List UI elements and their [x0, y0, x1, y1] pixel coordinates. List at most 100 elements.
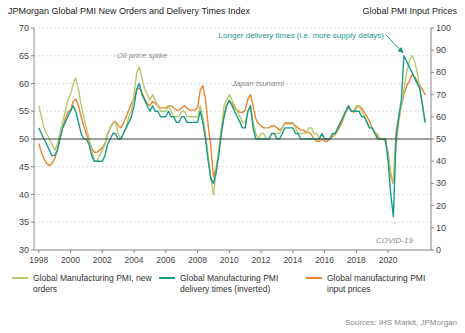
legend-label: Global manufacturing PMIinput prices: [327, 273, 425, 294]
legend-label-line: delivery times (inverted): [180, 284, 270, 294]
x-axis-line: [34, 250, 431, 251]
x-tick-label: 2016: [315, 255, 334, 265]
grid-line: [34, 55, 431, 56]
chart: 3035404550556065700102030405060708090100…: [0, 0, 465, 333]
x-tick-label: 2002: [93, 255, 112, 265]
legend-label-line: input prices: [327, 284, 370, 294]
axes: 3035404550556065700102030405060708090100…: [19, 23, 451, 265]
y2-tick-label: 10: [436, 223, 446, 233]
y2-tick-label: 60: [436, 112, 446, 122]
series-line: [39, 56, 425, 217]
y2-tick: [431, 250, 434, 251]
reference-line: [34, 139, 431, 140]
legend-label: Global Manufacturing PMI, neworders: [33, 273, 152, 294]
y-tick: [31, 111, 34, 112]
y2-tick-label: 80: [436, 67, 446, 77]
y2-tick: [431, 205, 434, 206]
y-tick-label: 60: [19, 79, 29, 89]
legend-label-line: Global Manufacturing PMI: [180, 273, 278, 283]
y-tick-label: 50: [19, 134, 29, 144]
x-tick: [324, 250, 325, 253]
x-tick: [38, 250, 39, 253]
x-tick: [388, 250, 389, 253]
grid-line: [34, 166, 431, 167]
y-tick: [31, 166, 34, 167]
legend-label-line: Global manufacturing PMI: [327, 273, 425, 283]
y-tick: [31, 222, 34, 223]
legend-swatch: [159, 277, 175, 279]
y-tick-label: 45: [19, 162, 29, 172]
x-tick: [292, 250, 293, 253]
grid-line: [34, 194, 431, 195]
grid-line: [34, 111, 431, 112]
x-tick: [229, 250, 230, 253]
legend-swatch: [12, 277, 28, 279]
y2-tick-label: 100: [436, 23, 451, 33]
y2-tick: [431, 72, 434, 73]
legend-label-line: orders: [33, 284, 57, 294]
annotations: Oil price spike Japan tsunami Longer deliv…: [117, 31, 457, 327]
y2-tick: [431, 94, 434, 95]
right-title: Global PMI Input Prices: [362, 6, 457, 16]
grid: [34, 28, 431, 250]
x-tick-label: 2010: [220, 255, 239, 265]
y-tick: [31, 55, 34, 56]
grid-line: [34, 250, 431, 251]
y2-tick: [431, 227, 434, 228]
y-tick-label: 65: [19, 51, 29, 61]
annotation-arrow: [386, 35, 403, 53]
y2-tick-label: 90: [436, 45, 446, 55]
grid-line: [34, 222, 431, 223]
y2-tick-label: 0: [436, 245, 441, 255]
y2-tick: [431, 28, 434, 29]
y-tick-label: 30: [19, 245, 29, 255]
x-tick: [356, 250, 357, 253]
y-tick: [31, 83, 34, 84]
x-tick-label: 1998: [29, 255, 48, 265]
titles: JPMorgan Global PMI New Orders and Deliv…: [8, 6, 457, 16]
x-tick-label: 2020: [379, 255, 398, 265]
x-tick: [102, 250, 103, 253]
annotation-oil: Oil price spike: [117, 51, 168, 60]
y2-tick: [431, 139, 434, 140]
grid-line: [34, 139, 431, 140]
y-tick-label: 40: [19, 190, 29, 200]
x-tick-label: 2000: [61, 255, 80, 265]
y-tick-label: 70: [19, 23, 29, 33]
x-tick: [134, 250, 135, 253]
grid-line: [34, 28, 431, 29]
source-text: Sources: IHS Markit, JPMorgan: [345, 318, 457, 327]
x-tick: [70, 250, 71, 253]
x-tick-label: 2006: [156, 255, 175, 265]
x-tick-label: 2014: [283, 255, 302, 265]
x-tick-label: 2008: [188, 255, 207, 265]
series-line: [39, 75, 425, 184]
x-tick: [165, 250, 166, 253]
legend-label: Global Manufacturing PMIdelivery times (…: [180, 273, 278, 294]
legend: Global Manufacturing PMI, newordersGloba…: [12, 273, 425, 294]
legend-label-line: Global Manufacturing PMI, new: [33, 273, 152, 283]
x-tick: [197, 250, 198, 253]
legend-swatch: [306, 277, 322, 279]
annotation-covid: COVID-19: [376, 236, 413, 245]
y2-tick-label: 40: [436, 156, 446, 166]
x-tick-label: 2018: [347, 255, 366, 265]
annotation-japan: Japan tsunami: [231, 79, 284, 88]
series-line: [39, 56, 425, 195]
y2-tick: [431, 50, 434, 51]
left-title: JPMorgan Global PMI New Orders and Deliv…: [8, 6, 251, 16]
y-tick-label: 55: [19, 106, 29, 116]
y-tick: [31, 28, 34, 29]
y-tick: [31, 194, 34, 195]
y-tick: [31, 139, 34, 140]
y2-tick: [431, 183, 434, 184]
y2-tick-label: 20: [436, 201, 446, 211]
y2-tick: [431, 116, 434, 117]
x-tick: [261, 250, 262, 253]
y2-tick-label: 70: [436, 90, 446, 100]
x-tick-label: 2012: [252, 255, 271, 265]
annotation-longer: Longer delivery times (i.e. more supply …: [219, 31, 385, 40]
y-tick: [31, 250, 34, 251]
y2-tick-label: 50: [436, 134, 446, 144]
y-tick-label: 35: [19, 217, 29, 227]
